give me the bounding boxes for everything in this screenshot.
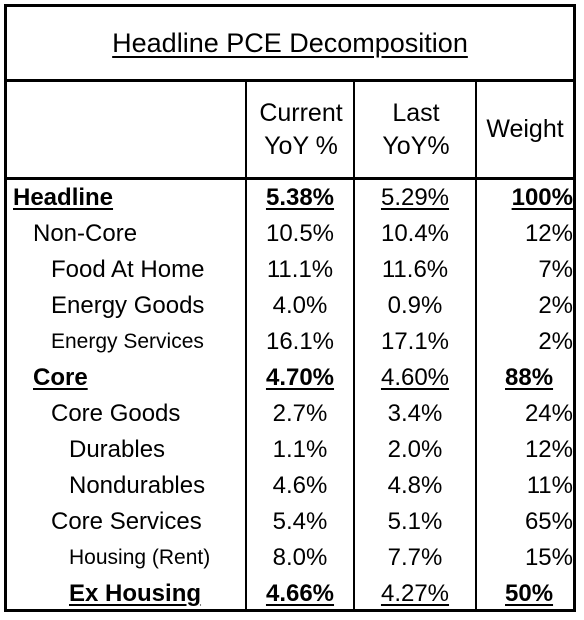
current-yoy-value: 2.7% (272, 400, 328, 427)
table-body: Headline 5.38% 5.29% 100% Non-Core 10.5%… (7, 180, 573, 612)
table-row-core: Core 4.70% 4.60% 88% (7, 360, 573, 396)
weight-value: 24% (524, 400, 573, 427)
last-yoy-value: 7.7% (387, 544, 443, 571)
table-row: Food At Home 11.1% 11.6% 7% (7, 252, 573, 288)
weight-value: 15% (524, 544, 573, 571)
header-last-yoy: Last YoY% (355, 82, 477, 177)
weight-value: 12% (524, 436, 573, 463)
table-row-headline: Headline 5.38% 5.29% 100% (7, 180, 573, 216)
column-divider (475, 82, 477, 609)
row-label: Non-Core (33, 220, 138, 247)
header-weight: Weight (477, 82, 573, 177)
row-label: Ex Housing (69, 580, 202, 607)
last-yoy-value: 5.29% (380, 184, 450, 211)
weight-value: 88% (505, 364, 554, 391)
weight-value: 7% (538, 256, 573, 283)
header-weight-label: Weight (486, 115, 564, 143)
column-divider (245, 82, 247, 609)
last-yoy-value: 3.4% (387, 400, 443, 427)
last-yoy-value: 2.0% (387, 436, 443, 463)
table-row: Durables 1.1% 2.0% 12% (7, 432, 573, 468)
current-yoy-value: 10.5% (265, 220, 335, 247)
header-row: Current YoY % Last YoY% Weight (7, 82, 573, 180)
last-yoy-value: 4.27% (380, 580, 450, 607)
current-yoy-value: 4.70% (265, 364, 335, 391)
table-row: Non-Core 10.5% 10.4% 12% (7, 216, 573, 252)
header-last-line2: YoY% (382, 131, 450, 160)
row-label: Housing (Rent) (69, 546, 211, 569)
row-label: Headline (13, 184, 114, 211)
last-yoy-value: 5.1% (387, 508, 443, 535)
header-current-line1: Current (259, 98, 343, 127)
row-label: Energy Services (51, 330, 204, 353)
last-yoy-value: 17.1% (380, 328, 450, 355)
table-row: Core Services 5.4% 5.1% 65% (7, 504, 573, 540)
row-label: Food At Home (51, 256, 205, 283)
weight-value: 2% (538, 328, 573, 355)
row-label: Core Goods (51, 400, 181, 427)
row-label: Nondurables (69, 472, 206, 499)
last-yoy-value: 11.6% (381, 256, 449, 283)
last-yoy-value: 10.4% (380, 220, 450, 247)
current-yoy-value: 1.1% (272, 436, 328, 463)
current-yoy-value: 8.0% (272, 544, 328, 571)
weight-value: 65% (524, 508, 573, 535)
row-label: Core (33, 364, 88, 391)
table-title: Headline PCE Decomposition (112, 27, 468, 58)
column-divider (353, 82, 355, 609)
weight-value: 12% (524, 220, 573, 247)
pce-table: Headline PCE Decomposition Current YoY %… (4, 4, 576, 612)
last-yoy-value: 4.60% (380, 364, 450, 391)
table-row: Nondurables 4.6% 4.8% 11% (7, 468, 573, 504)
current-yoy-value: 5.4% (272, 508, 328, 535)
weight-value: 2% (538, 292, 573, 319)
last-yoy-value: 4.8% (387, 472, 443, 499)
current-yoy-value: 4.6% (272, 472, 328, 499)
row-label: Core Services (51, 508, 202, 535)
current-yoy-value: 11.1% (266, 256, 334, 283)
current-yoy-value: 4.0% (272, 292, 328, 319)
weight-value: 50% (505, 580, 554, 607)
table-row: Energy Goods 4.0% 0.9% 2% (7, 288, 573, 324)
weight-value: 100% (511, 184, 573, 211)
table-row-ex-housing: Ex Housing 4.66% 4.27% 50% (7, 576, 573, 612)
weight-value: 11% (526, 472, 573, 499)
row-label: Durables (69, 436, 166, 463)
table-row: Housing (Rent) 8.0% 7.7% 15% (7, 540, 573, 576)
row-label: Energy Goods (51, 292, 205, 319)
header-current-yoy: Current YoY % (247, 82, 355, 177)
last-yoy-value: 0.9% (387, 292, 443, 319)
header-label-cell (7, 82, 247, 177)
current-yoy-value: 16.1% (265, 328, 335, 355)
title-row: Headline PCE Decomposition (7, 7, 573, 82)
table-row: Energy Services 16.1% 17.1% 2% (7, 324, 573, 360)
current-yoy-value: 4.66% (265, 580, 335, 607)
table-row: Core Goods 2.7% 3.4% 24% (7, 396, 573, 432)
header-last-line1: Last (392, 98, 440, 127)
header-current-line2: YoY % (264, 131, 338, 160)
current-yoy-value: 5.38% (265, 184, 335, 211)
